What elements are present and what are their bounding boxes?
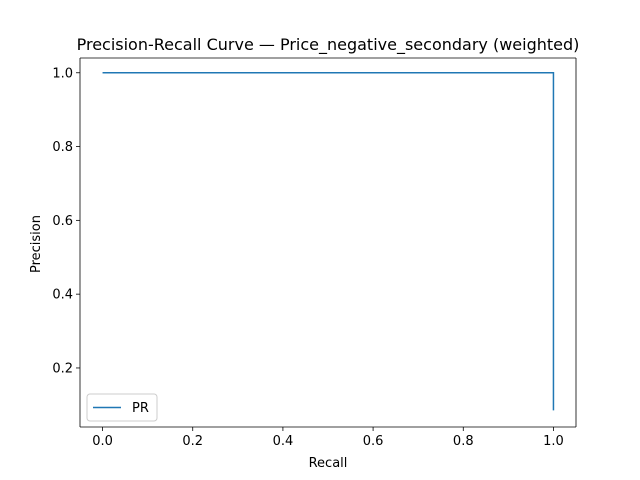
legend-box [86, 393, 158, 422]
x-tick-label: 1.0 [543, 434, 564, 449]
y-tick-label: 0.2 [52, 361, 73, 376]
y-tick-label: 0.4 [52, 288, 73, 303]
x-tick-label: 0.2 [182, 434, 203, 449]
chart-title: Precision-Recall Curve — Price_negative_… [77, 35, 580, 55]
x-tick-label: 0.0 [92, 434, 113, 449]
y-axis-label: Precision [29, 215, 44, 273]
series-line-pr [102, 72, 555, 411]
y-tick-label: 0.6 [52, 214, 73, 229]
y-tick-label: 1.0 [52, 66, 73, 81]
x-tick-label: 0.4 [273, 434, 294, 449]
y-tick-label: 0.8 [52, 140, 73, 155]
x-axis-label: Recall [309, 456, 348, 471]
legend-label: PR [132, 401, 149, 416]
x-tick-label: 0.6 [363, 434, 384, 449]
x-tick-label: 0.8 [453, 434, 474, 449]
plot-area: 0.0 0.2 0.4 0.6 0.8 1.0 0.2 0.4 0.6 0.8 1.0 PR [52, 57, 577, 449]
